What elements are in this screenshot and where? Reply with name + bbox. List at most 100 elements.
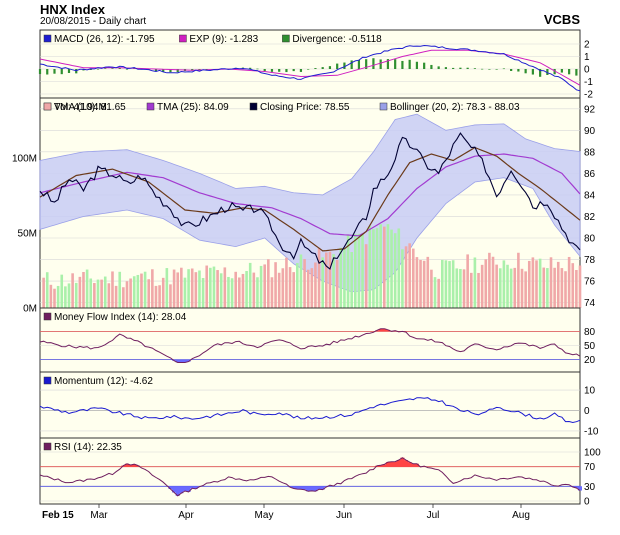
divergence-bar [82,69,85,71]
volume-bar [187,269,190,308]
volume-bar [234,271,238,308]
momentum-tick-label: -10 [584,426,599,437]
volume-bar [404,246,408,308]
chart-subtitle: 20/08/2015 - Daily chart [40,16,147,27]
volume-bar [288,267,292,308]
volume-bar [477,272,480,308]
volume-bar [513,267,517,308]
volume-bar [93,282,96,308]
volume-bar [285,257,288,308]
volume-bar [556,261,560,308]
volume-bar [335,259,339,308]
volume-bar [361,234,364,308]
volume-bar [393,233,397,308]
volume-bar [560,268,564,308]
macd-legend-label: MACD (26, 12): -1.795 [54,34,155,45]
price-legend-swatch [43,102,52,111]
divergence-bar [415,61,419,69]
volume-bar [122,287,125,308]
volume-bar [426,256,430,308]
volume-bar [517,252,520,308]
volume-bar [227,276,230,308]
divergence-bar [524,69,527,74]
divergence-bar [372,58,375,69]
volume-bar [433,277,437,308]
volume-bar [216,270,219,308]
divergence-bar [386,59,390,69]
volume-bar [111,271,114,308]
divergence-bar [336,63,339,69]
macd-tick-label: -2 [584,90,593,101]
x-axis-label: Mar [90,510,108,521]
macd-tick-label: -1 [584,77,593,88]
volume-bar [415,257,419,308]
tma10-line [39,146,581,252]
divergence-bar [96,68,100,70]
volume-bar [314,262,317,308]
volume-bar [578,265,582,308]
volume-bar [466,254,469,308]
momentum-legend-swatch [43,376,52,385]
volume-bar [368,226,372,308]
x-axis-label: Apr [178,510,194,521]
volume-bar [509,268,513,308]
volume-bar [256,277,259,308]
divergence-bar [292,69,295,72]
divergence-bar [444,67,448,69]
divergence-bar [473,68,476,69]
volume-bar [190,268,194,308]
volume-bar [96,279,100,308]
divergence-bar [60,69,63,75]
divergence-bar [104,68,107,69]
volume-bar [310,268,314,308]
volume-bar [372,229,375,308]
volume-bar [411,248,415,308]
rsi-tick-label: 70 [584,462,596,473]
divergence-bar [430,64,433,69]
volume-bar [397,228,401,308]
volume-bar [491,256,495,308]
divergence-bar [575,69,578,76]
volume-bar [114,285,118,308]
volume-bar [129,278,132,308]
volume-tick-label: 100M [12,154,37,165]
divergence-bar [154,69,158,72]
volume-bar [354,234,357,308]
momentum-plot-area [39,371,581,439]
divergence-bar [553,69,556,75]
price-tick-label: 92 [584,104,596,115]
volume-bar [375,228,379,308]
mfi-plot-area [39,307,581,373]
momentum-legend-label: Momentum (12): -4.62 [54,376,153,387]
volume-bar [567,256,571,308]
divergence-bar [299,69,303,72]
macd-legend-swatch [179,34,187,43]
volume-bar [535,260,538,308]
divergence-bar [314,68,317,69]
divergence-bar [466,67,469,69]
volume-bar [281,268,285,308]
volume-bar [542,267,546,308]
volume-bar [103,276,107,308]
divergence-bar [285,69,288,73]
volume-bar [252,272,256,308]
macd-legend-swatch [43,34,52,43]
volume-bar [343,248,346,308]
volume-bar [71,273,74,308]
volume-bar [495,264,498,308]
volume-bar [408,243,411,308]
volume-bar [238,277,241,308]
divergence-bar [423,62,426,69]
volume-bar [306,269,310,308]
volume-bar [89,278,93,308]
volume-bar [506,264,509,308]
divergence-bar [459,67,462,69]
divergence-bar [307,69,310,70]
price-legend-label: Bollinger (20, 2): 78.3 - 88.03 [390,102,520,113]
volume-bar [245,271,248,308]
price-legend-label: TMA (25): 84.09 [157,102,229,113]
volume-bar [575,270,578,308]
divergence-bar [452,67,455,69]
volume-bar [151,269,154,308]
